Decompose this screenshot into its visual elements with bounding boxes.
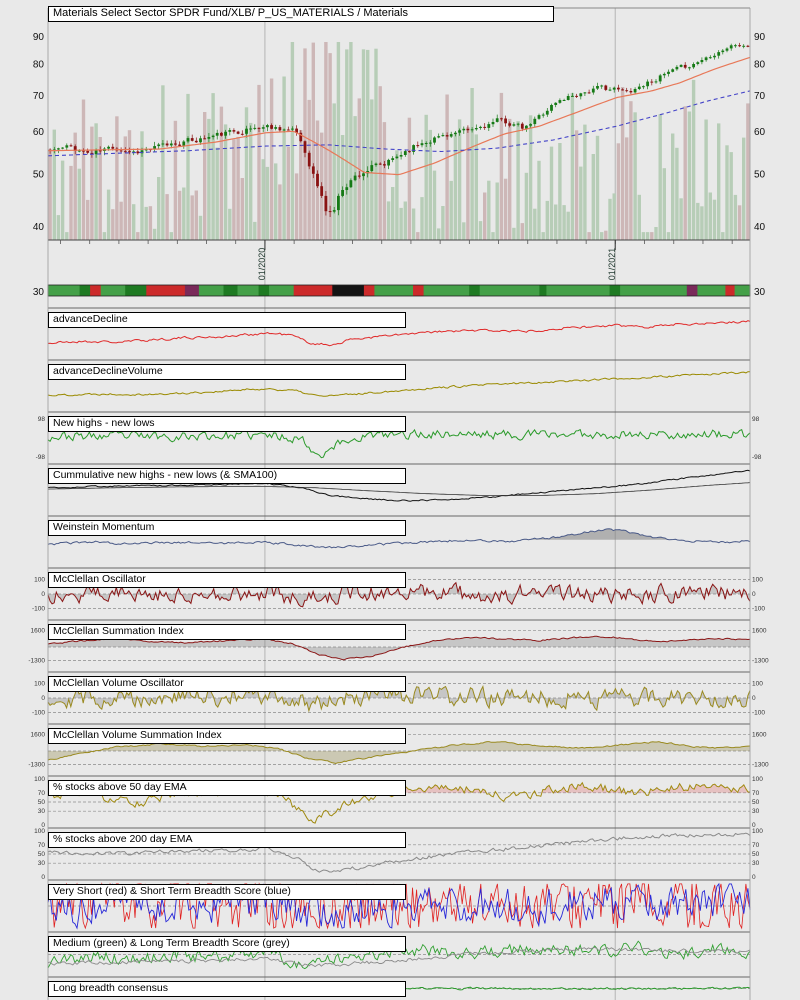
svg-text:100: 100	[34, 577, 45, 584]
panel-title-weinstein-momentum: Weinstein Momentum	[48, 520, 406, 536]
svg-text:0: 0	[41, 591, 45, 598]
panel-advanceDecline	[47, 320, 751, 347]
svg-text:80: 80	[754, 60, 766, 71]
svg-text:70: 70	[752, 790, 760, 797]
svg-text:90: 90	[33, 32, 45, 43]
svg-text:70: 70	[33, 91, 45, 102]
svg-text:50: 50	[754, 170, 766, 181]
svg-text:1600: 1600	[752, 627, 767, 634]
svg-text:30: 30	[752, 860, 760, 867]
svg-text:0: 0	[41, 822, 45, 829]
svg-text:-98: -98	[36, 454, 46, 461]
panel-title-pct-above-50ema: % stocks above 50 day EMA	[48, 780, 406, 796]
svg-text:80: 80	[33, 60, 45, 71]
svg-text:50: 50	[752, 799, 760, 806]
panel-title-mcclellan-vol-oscillator: McClellan Volume Oscillator	[48, 676, 406, 692]
svg-text:-100: -100	[752, 709, 765, 716]
panel-title-long-breadth-consensus: Long breadth consensus	[48, 981, 406, 997]
panel-title-advance-decline: advanceDecline	[48, 312, 406, 328]
svg-text:0: 0	[752, 822, 756, 829]
svg-text:01/2020: 01/2020	[257, 248, 267, 281]
svg-text:-1300: -1300	[752, 762, 769, 769]
svg-text:40: 40	[754, 222, 766, 233]
svg-text:90: 90	[754, 32, 766, 43]
svg-text:70: 70	[38, 790, 46, 797]
svg-text:100: 100	[752, 828, 763, 835]
panel-title-pct-above-200ema: % stocks above 200 day EMA	[48, 832, 406, 848]
svg-text:30: 30	[38, 808, 46, 815]
svg-text:30: 30	[33, 287, 45, 298]
svg-text:70: 70	[752, 842, 760, 849]
svg-text:-98: -98	[752, 454, 762, 461]
panel-newHighsNewLows: 98 98 -98 -98	[36, 416, 762, 461]
svg-text:01/2021: 01/2021	[607, 248, 617, 281]
panel-title-cumulative-nh-nl: Cummulative new highs - new lows (& SMA1…	[48, 468, 406, 484]
panel-mcClellanOsc: 100 100 0 0 -100 -100	[32, 577, 765, 613]
svg-text:70: 70	[754, 91, 766, 102]
panel-mcClellanVolSum: 1600 1600 -1300 -1300	[28, 731, 769, 768]
panel-title-breadth-medium-long: Medium (green) & Long Term Breadth Score…	[48, 936, 406, 952]
svg-text:1600: 1600	[31, 731, 46, 738]
panel-title-new-highs-new-lows: New highs - new lows	[48, 416, 406, 432]
svg-text:70: 70	[38, 842, 46, 849]
svg-text:100: 100	[34, 681, 45, 688]
panel-advanceDeclineVolume	[47, 371, 751, 397]
svg-text:98: 98	[38, 416, 46, 423]
svg-text:-100: -100	[32, 709, 45, 716]
panel-main-price: 90 90 80 80 70 70 60 60 50 50 40 40	[33, 32, 766, 241]
svg-text:0: 0	[752, 874, 756, 881]
panel-title-mcclellan-vol-summation: McClellan Volume Summation Index	[48, 728, 406, 744]
svg-text:30: 30	[754, 287, 766, 298]
svg-text:60: 60	[754, 127, 766, 138]
svg-text:-100: -100	[752, 605, 765, 612]
svg-text:60: 60	[33, 127, 45, 138]
svg-text:100: 100	[752, 776, 763, 783]
panel-separators	[47, 7, 751, 1000]
svg-text:100: 100	[34, 828, 45, 835]
panel-title-advance-decline-volume: advanceDeclineVolume	[48, 364, 406, 380]
date-axis: 01/2020 01/2021	[48, 239, 750, 281]
svg-text:100: 100	[752, 577, 763, 584]
svg-text:-1300: -1300	[28, 762, 45, 769]
panel-title-breadth-short: Very Short (red) & Short Term Breadth Sc…	[48, 884, 406, 900]
panel-title-mcclellan-summation: McClellan Summation Index	[48, 624, 406, 640]
svg-text:1600: 1600	[31, 627, 46, 634]
svg-text:50: 50	[38, 799, 46, 806]
svg-text:-100: -100	[32, 605, 45, 612]
svg-text:0: 0	[41, 695, 45, 702]
svg-text:0: 0	[41, 874, 45, 881]
svg-text:100: 100	[752, 681, 763, 688]
svg-text:0: 0	[752, 695, 756, 702]
panel-weinstein	[47, 528, 751, 549]
svg-text:50: 50	[752, 851, 760, 858]
svg-text:30: 30	[38, 860, 46, 867]
svg-text:98: 98	[752, 416, 760, 423]
main-chart-title: Materials Select Sector SPDR Fund/XLB/ P…	[48, 6, 554, 22]
svg-text:40: 40	[33, 222, 45, 233]
svg-text:50: 50	[33, 170, 45, 181]
svg-text:-1300: -1300	[28, 658, 45, 665]
svg-text:30: 30	[752, 808, 760, 815]
svg-text:0: 0	[752, 591, 756, 598]
panel-cumNhNl	[47, 469, 751, 502]
svg-text:1600: 1600	[752, 731, 767, 738]
panel-title-mcclellan-oscillator: McClellan Oscillator	[48, 572, 406, 588]
svg-text:-1300: -1300	[752, 658, 769, 665]
svg-text:100: 100	[34, 776, 45, 783]
svg-text:50: 50	[38, 851, 46, 858]
market-regime-ribbon: 30 30	[33, 284, 766, 298]
